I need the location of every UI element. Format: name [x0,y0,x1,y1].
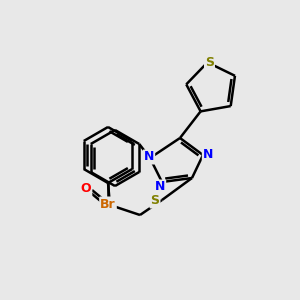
Text: S: S [151,194,160,208]
Text: S: S [205,56,214,69]
Text: Br: Br [100,197,116,211]
Text: N: N [203,148,213,160]
Text: O: O [81,182,91,196]
Text: N: N [144,151,154,164]
Text: N: N [155,181,165,194]
